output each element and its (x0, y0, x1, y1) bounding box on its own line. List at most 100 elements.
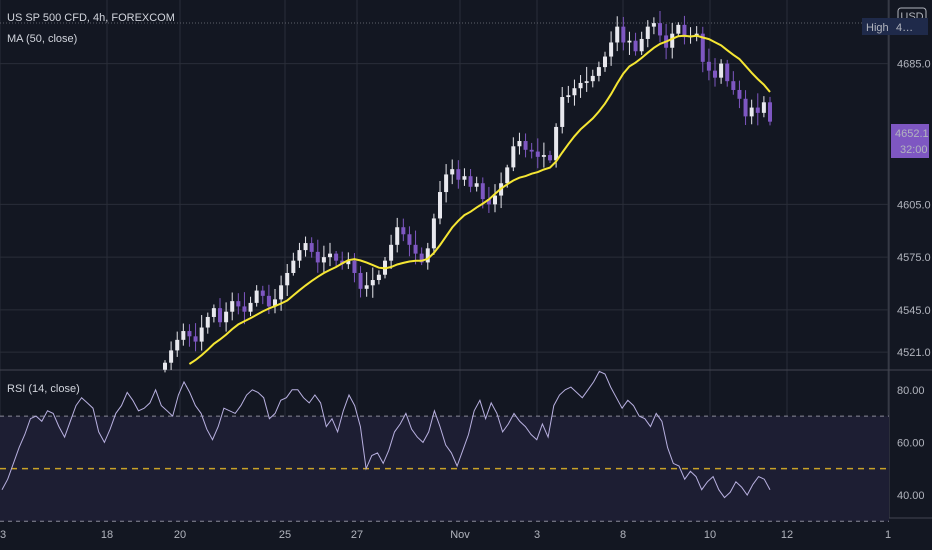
candle (419, 247, 424, 266)
candle-body (273, 299, 277, 307)
candle-body (346, 260, 351, 265)
candle-body (755, 107, 760, 113)
x-tick-label: 25 (279, 529, 291, 541)
candle-body (584, 81, 589, 83)
candle (273, 288, 277, 314)
candle-body (743, 98, 748, 117)
candle (163, 360, 167, 373)
candle-body (700, 33, 705, 62)
countdown: 32:00 (900, 144, 928, 156)
candle (260, 285, 265, 305)
candle (590, 69, 595, 88)
ma-legend: MA (50, close) (7, 33, 77, 45)
high-tag: High 4… (862, 18, 928, 35)
rsi-tick-label: 80.00 (897, 385, 925, 397)
candle (761, 96, 766, 118)
candle (645, 20, 650, 48)
candle (670, 22, 675, 59)
candle-body (254, 290, 259, 303)
candle (474, 176, 479, 192)
candle-body (279, 285, 284, 300)
y-tick-label: 4521.0 (897, 347, 931, 359)
candle-body (401, 227, 406, 235)
candle-body (651, 23, 656, 27)
candle (364, 272, 369, 297)
high-tag-label: High (866, 22, 889, 34)
candle (450, 159, 455, 185)
candle-body (621, 26, 626, 43)
candle (242, 292, 247, 325)
candle (444, 164, 449, 203)
candle (535, 138, 540, 169)
candle-body (413, 244, 418, 254)
candle-body (187, 331, 192, 337)
candle-body (395, 227, 400, 245)
x-tick-label: 20 (174, 529, 186, 541)
candle (370, 267, 375, 298)
candle (523, 133, 528, 158)
x-tick-label: 10 (704, 529, 716, 541)
candle-body (535, 151, 540, 157)
x-tick-label: 8 (620, 529, 626, 541)
candle-body (315, 251, 320, 263)
candle (725, 59, 730, 87)
candle-body (163, 362, 167, 370)
candle (713, 58, 717, 87)
candle-body (297, 250, 302, 261)
candle-body (321, 257, 326, 263)
candle (401, 218, 406, 242)
candle-body (560, 97, 565, 127)
candle-body (590, 75, 595, 82)
candle-body (358, 272, 363, 289)
candle (358, 266, 363, 298)
candle-body (364, 285, 369, 289)
candle-body (444, 174, 449, 193)
candle (578, 75, 583, 98)
candle (658, 10, 662, 43)
candle-body (725, 63, 730, 82)
x-tick-label: 18 (101, 529, 113, 541)
candle-body (737, 89, 742, 99)
candle (321, 245, 326, 273)
candle-body (615, 26, 620, 43)
candle (468, 168, 473, 193)
candle (621, 16, 626, 51)
candle (297, 242, 302, 268)
candle (529, 142, 534, 159)
candle-body (768, 102, 772, 122)
candle (438, 180, 442, 225)
candle (548, 150, 552, 164)
candle-body (266, 295, 271, 307)
candle (376, 270, 381, 285)
candle (682, 15, 687, 45)
candle (572, 79, 577, 106)
candle-body (548, 155, 552, 161)
candle-body (706, 61, 711, 71)
candle (627, 31, 632, 55)
candle (755, 93, 760, 126)
candle-body (169, 350, 174, 363)
candle (737, 80, 742, 109)
x-tick-label: 13 (0, 529, 6, 541)
candle-body (211, 308, 216, 317)
candle (328, 242, 332, 267)
candle-body (511, 146, 516, 168)
candle-body (376, 274, 381, 281)
candle (431, 213, 436, 255)
candle (407, 226, 412, 257)
candle (609, 31, 614, 66)
candle-body (505, 167, 510, 184)
candle-body (285, 272, 290, 286)
candle-body (603, 56, 607, 68)
rsi-line (1, 370, 771, 499)
candle-body (334, 253, 339, 261)
candle-body (389, 244, 394, 261)
candle (639, 31, 644, 55)
candle (719, 59, 724, 84)
candle-body (719, 63, 724, 78)
candle (493, 184, 497, 213)
candle-body (658, 23, 662, 36)
candle-body (627, 40, 632, 43)
